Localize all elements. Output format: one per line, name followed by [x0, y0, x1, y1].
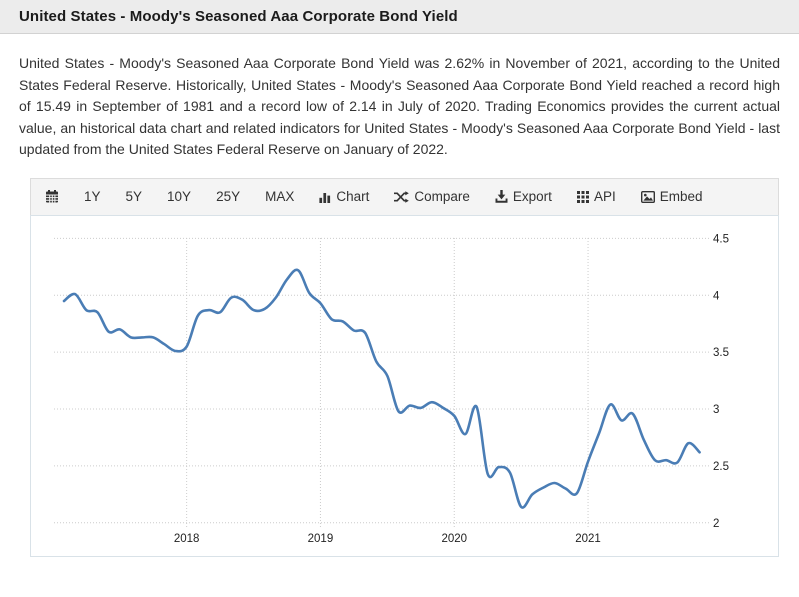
range-label: MAX — [265, 189, 295, 204]
action-label: Embed — [659, 189, 703, 204]
range-label: 1Y — [84, 189, 101, 204]
action-label: Chart — [336, 189, 370, 204]
y-axis-tick-label: 2 — [713, 517, 719, 529]
page-title: United States - Moody's Seasoned Aaa Cor… — [19, 8, 458, 25]
compare-button[interactable]: Compare — [394, 189, 470, 204]
action-label: Compare — [414, 189, 470, 204]
description-paragraph: United States - Moody's Seasoned Aaa Cor… — [19, 55, 780, 157]
action-label: Export — [512, 189, 552, 204]
range-1y-button[interactable]: 1Y — [84, 189, 101, 204]
x-axis-tick-label: 2019 — [308, 533, 334, 545]
x-axis-tick-label: 2021 — [575, 533, 601, 545]
range-10y-button[interactable]: 10Y — [167, 189, 191, 204]
axis-labels: 4.5 4 3.5 3 2.5 2 2018 2019 2020 2021 — [174, 233, 729, 545]
page-header: United States - Moody's Seasoned Aaa Cor… — [0, 0, 799, 34]
chart-toolbar: 1Y 5Y 10Y 25Y MAX Chart Compare — [30, 177, 779, 216]
range-label: 5Y — [125, 189, 143, 204]
bar-chart-icon — [319, 191, 331, 203]
calendar-icon — [45, 190, 59, 203]
y-axis-tick-label: 3 — [713, 404, 719, 416]
grid-dots-icon — [576, 190, 589, 203]
action-label: API — [593, 189, 616, 204]
calendar-button[interactable] — [45, 190, 59, 203]
image-icon — [640, 190, 655, 203]
yield-line-series — [62, 268, 701, 509]
x-axis-tick-label: 2018 — [174, 533, 200, 545]
export-button[interactable]: Export — [495, 189, 552, 204]
chart-panel: 4.5 4 3.5 3 2.5 2 2018 2019 2020 2021 — [30, 214, 779, 557]
download-icon — [495, 190, 508, 203]
range-label: 10Y — [167, 189, 192, 204]
embed-button[interactable]: Embed — [640, 189, 703, 204]
range-label: 25Y — [216, 189, 241, 204]
range-25y-button[interactable]: 25Y — [216, 189, 240, 204]
range-5y-button[interactable]: 5Y — [126, 189, 143, 204]
x-axis-tick-label: 2020 — [441, 533, 467, 545]
y-axis-tick-label: 4.5 — [713, 233, 729, 245]
chart-type-button[interactable]: Chart — [319, 189, 369, 204]
gridlines — [54, 237, 709, 528]
range-max-button[interactable]: MAX — [265, 189, 294, 204]
y-axis-tick-label: 3.5 — [713, 347, 729, 359]
y-axis-tick-label: 2.5 — [713, 460, 729, 472]
y-axis-tick-label: 4 — [713, 290, 720, 302]
shuffle-icon — [394, 190, 410, 203]
line-chart[interactable]: 4.5 4 3.5 3 2.5 2 2018 2019 2020 2021 — [31, 216, 778, 556]
api-button[interactable]: API — [576, 189, 616, 204]
